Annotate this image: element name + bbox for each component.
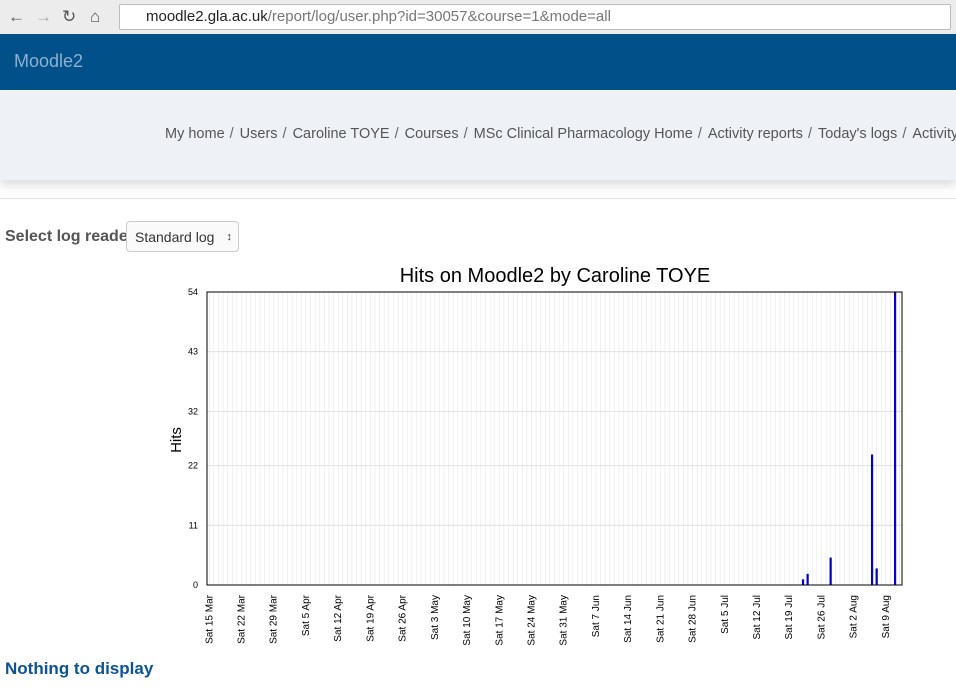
- y-axis-label: Hits: [168, 427, 185, 453]
- bar: [893, 291, 897, 586]
- breadcrumb[interactable]: Activity reports: [708, 126, 818, 142]
- y-tick-label: 43: [188, 347, 198, 357]
- separator: [0, 198, 956, 199]
- chart-group: 0 11 22 32 43 54 Hits on Moodle2 by Caroline T…: [168, 265, 903, 645]
- y-tick-label: 0: [193, 580, 198, 590]
- breadcrumb-list: My homeUsersCaroline TOYECoursesMSc Clin…: [165, 126, 956, 142]
- x-tick-label: Sat 3 May: [430, 595, 441, 640]
- x-tick-label: Sat 24 May: [526, 595, 537, 645]
- site-name[interactable]: Moodle2: [14, 51, 84, 71]
- x-tick-label: Sat 17 May: [494, 595, 505, 645]
- x-tick-label: Sat 14 Jun: [623, 595, 634, 643]
- breadcrumb[interactable]: Activity: [912, 126, 956, 142]
- chart: 0 11 22 32 43 54 Hits on Moodle2 by Caroline T…: [168, 265, 903, 645]
- x-tick-label: Sat 21 Jun: [655, 595, 666, 643]
- form-label: Select log reader: [5, 228, 134, 245]
- y-tick-label: 22: [188, 461, 198, 471]
- y-tick-label: 54: [188, 287, 198, 297]
- x-tick-label: Sat 29 Mar: [269, 594, 280, 644]
- address-bar[interactable]: moodle2.gla.ac.uk/report/log/user.php?id…: [119, 4, 951, 30]
- breadcrumb[interactable]: MSc Clinical Pharmacology Home: [474, 126, 708, 142]
- bar: [806, 573, 809, 586]
- x-tick-label: Sat 31 May: [559, 595, 570, 645]
- log-reader-select[interactable]: Standard log: [126, 221, 239, 253]
- x-tick-label: Sat 12 Apr: [333, 594, 344, 641]
- x-tick-label: Sat 22 Mar: [237, 594, 248, 644]
- bar: [875, 568, 878, 586]
- url-path: /report/log/user.php?id=30057&course=1&m…: [267, 8, 611, 25]
- bar: [870, 454, 874, 586]
- chart-title: Hits on Moodle2 by Caroline TOYE: [400, 265, 711, 287]
- plot-frame: [206, 291, 903, 586]
- x-tick-label: Sat 26 Apr: [398, 594, 409, 641]
- breadcrumb[interactable]: My home: [165, 126, 240, 142]
- x-tick-label: Sat 9 Aug: [881, 595, 892, 638]
- x-tick-label: Sat 28 Jun: [688, 595, 699, 643]
- y-tick-label: 11: [189, 520, 198, 530]
- forward-button[interactable]: →: [35, 7, 52, 26]
- x-tick-label: Sat 26 Jul: [816, 595, 827, 639]
- site-header: Moodle2: [0, 34, 956, 90]
- breadcrumb[interactable]: Caroline TOYE: [293, 126, 405, 142]
- x-tick-label: Sat 15 Mar: [204, 594, 215, 644]
- x-tick-label: Sat 10 May: [462, 595, 473, 645]
- x-tick-label: Sat 12 Jul: [752, 595, 763, 639]
- reload-button[interactable]: ↻: [62, 7, 77, 26]
- y-tick-label: 32: [188, 406, 198, 416]
- url-host: moodle2.gla.ac.uk: [146, 8, 268, 25]
- breadcrumb[interactable]: Courses: [405, 126, 474, 142]
- x-tick-label: Sat 2 Aug: [849, 595, 860, 638]
- bar: [801, 579, 805, 586]
- x-tick-label: Sat 5 Jul: [720, 595, 731, 634]
- empty-message: Nothing to display: [5, 659, 154, 678]
- bar: [829, 557, 832, 586]
- browser-toolbar: ← → ↻ ⌂ moodle2.gla.ac.uk/report/log/use…: [0, 0, 956, 35]
- home-button[interactable]: ⌂: [90, 7, 101, 26]
- x-tick-label: Sat 5 Apr: [301, 594, 312, 636]
- x-tick-label: Sat 19 Apr: [365, 594, 376, 641]
- breadcrumb[interactable]: Users: [240, 126, 293, 142]
- back-button[interactable]: ←: [8, 7, 25, 26]
- breadcrumb-bar: My homeUsersCaroline TOYECoursesMSc Clin…: [0, 90, 956, 180]
- x-tick-label: Sat 19 Jul: [784, 595, 795, 639]
- breadcrumb[interactable]: Today's logs: [818, 126, 912, 142]
- x-tick-label: Sat 7 Jun: [591, 595, 602, 637]
